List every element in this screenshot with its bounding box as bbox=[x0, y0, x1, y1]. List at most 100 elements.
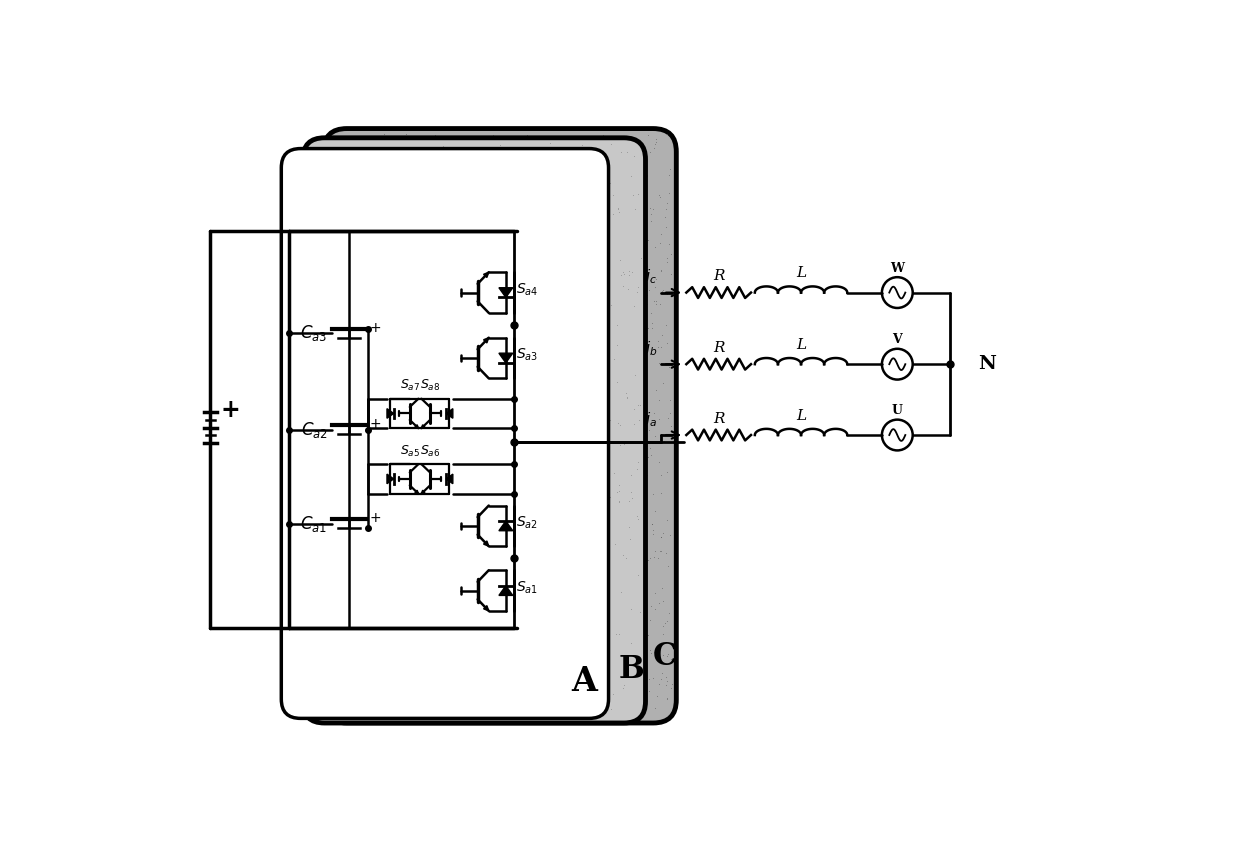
Point bbox=[408, 428, 428, 442]
Point bbox=[481, 221, 501, 235]
Point bbox=[578, 634, 598, 648]
Point bbox=[575, 261, 595, 275]
Point bbox=[353, 213, 373, 227]
Point bbox=[533, 600, 553, 614]
Point bbox=[610, 323, 630, 337]
Point bbox=[469, 385, 489, 398]
Point bbox=[337, 422, 357, 436]
Point bbox=[645, 241, 665, 255]
Point bbox=[629, 188, 649, 202]
Point bbox=[517, 397, 537, 410]
Point bbox=[443, 266, 463, 280]
Point bbox=[589, 276, 609, 290]
Point bbox=[517, 273, 537, 287]
Point bbox=[619, 236, 639, 250]
Point bbox=[583, 366, 603, 380]
Point bbox=[367, 621, 387, 635]
Point bbox=[401, 339, 420, 353]
Point bbox=[534, 575, 554, 589]
Point bbox=[635, 564, 655, 578]
Point bbox=[503, 697, 523, 711]
Point bbox=[430, 443, 450, 457]
Point bbox=[511, 616, 531, 630]
Point bbox=[397, 252, 417, 266]
Point bbox=[626, 671, 646, 685]
Point bbox=[329, 239, 348, 253]
Point bbox=[343, 276, 363, 290]
Point bbox=[358, 259, 378, 273]
Point bbox=[563, 417, 583, 431]
Point bbox=[511, 265, 531, 279]
Point bbox=[542, 351, 562, 365]
Point bbox=[527, 495, 547, 509]
Point bbox=[434, 357, 454, 371]
Point bbox=[477, 500, 497, 514]
Point bbox=[508, 579, 528, 593]
Point bbox=[501, 597, 521, 611]
Point bbox=[546, 664, 565, 678]
Point bbox=[598, 348, 618, 362]
Point bbox=[553, 210, 573, 224]
Point bbox=[358, 286, 378, 300]
Point bbox=[495, 330, 515, 344]
Point bbox=[583, 644, 603, 658]
Point bbox=[537, 446, 557, 460]
Point bbox=[424, 522, 444, 536]
Point bbox=[622, 636, 642, 650]
Point bbox=[489, 325, 508, 339]
Point bbox=[542, 181, 562, 195]
Text: C: C bbox=[652, 642, 677, 672]
Point bbox=[507, 692, 527, 706]
Point bbox=[386, 464, 405, 478]
Point bbox=[467, 242, 487, 255]
Point bbox=[342, 599, 362, 613]
Point bbox=[412, 481, 432, 494]
Point bbox=[347, 178, 367, 192]
Point bbox=[589, 191, 609, 204]
Point bbox=[575, 216, 595, 230]
Point bbox=[593, 410, 613, 424]
Point bbox=[396, 341, 415, 355]
Point bbox=[459, 494, 479, 507]
Point bbox=[596, 605, 616, 619]
Point bbox=[453, 195, 472, 209]
Point bbox=[459, 399, 479, 413]
Point bbox=[360, 229, 379, 243]
Point bbox=[620, 681, 640, 695]
Point bbox=[513, 418, 533, 432]
Point bbox=[470, 706, 490, 720]
Point bbox=[639, 233, 658, 247]
Point bbox=[508, 421, 528, 435]
Point bbox=[396, 572, 415, 586]
Point bbox=[505, 191, 525, 205]
Point bbox=[423, 242, 443, 255]
Point bbox=[558, 470, 578, 484]
Point bbox=[627, 164, 647, 178]
Point bbox=[559, 229, 579, 242]
Point bbox=[467, 320, 487, 334]
Point bbox=[399, 532, 419, 546]
Point bbox=[598, 540, 618, 553]
Point bbox=[598, 210, 618, 224]
Point bbox=[438, 359, 458, 373]
Point bbox=[419, 316, 439, 330]
Point bbox=[440, 151, 460, 165]
Point bbox=[440, 540, 460, 554]
Point bbox=[482, 321, 502, 335]
Point bbox=[371, 362, 391, 376]
Point bbox=[485, 254, 505, 268]
Point bbox=[658, 411, 678, 425]
Point bbox=[508, 340, 528, 354]
Point bbox=[489, 459, 508, 473]
Point bbox=[440, 245, 460, 259]
Point bbox=[548, 650, 568, 664]
Point bbox=[491, 675, 511, 689]
Point bbox=[640, 441, 660, 455]
Point bbox=[438, 659, 458, 673]
Point bbox=[427, 637, 446, 650]
Point bbox=[348, 160, 368, 174]
Point bbox=[626, 174, 646, 188]
Point bbox=[611, 145, 631, 159]
Point bbox=[590, 613, 610, 627]
Point bbox=[377, 159, 397, 173]
